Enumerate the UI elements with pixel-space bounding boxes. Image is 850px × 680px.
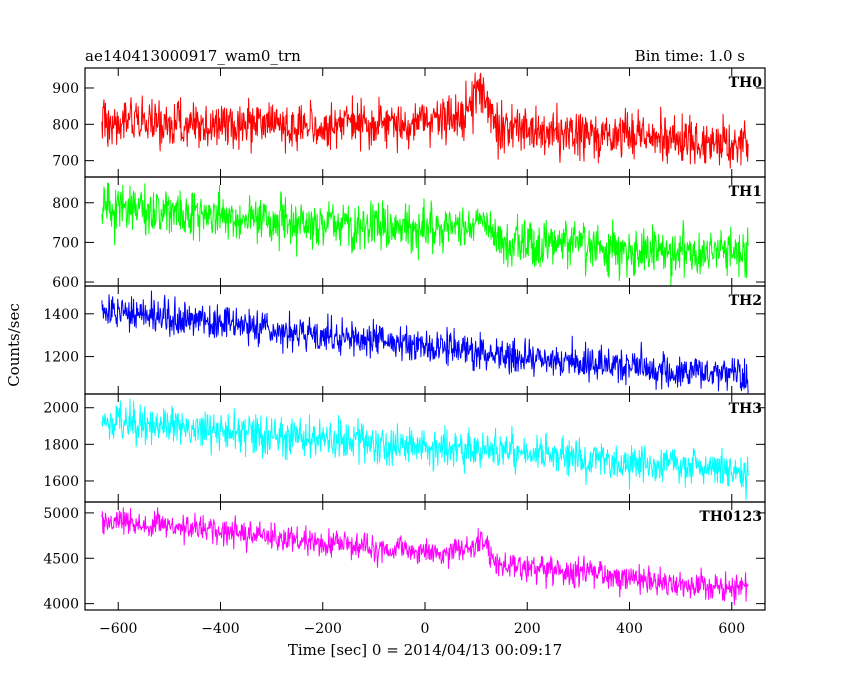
x-tick-label: 200	[514, 621, 541, 637]
y-tick-label: 600	[52, 275, 79, 291]
x-axis-label: Time [sec] 0 = 2014/04/13 00:09:17	[288, 641, 562, 659]
bin-time-label: Bin time: 1.0 s	[635, 47, 745, 65]
panel-th3: 1600 1800 2000 TH3	[43, 393, 766, 503]
y-tick-label: 900	[52, 81, 79, 97]
x-tick-label: 600	[718, 621, 745, 637]
x-tick-label: 400	[616, 621, 643, 637]
y-tick-label: 700	[52, 154, 79, 170]
panel-label: TH1	[729, 184, 762, 200]
chart-title: ae140413000917_wam0_trn	[85, 47, 301, 65]
x-tick-label: −400	[201, 621, 239, 637]
series-line-th0123	[101, 507, 749, 606]
y-tick-label: 800	[52, 117, 79, 133]
series-line-th3	[101, 398, 749, 501]
y-axis-label: Counts/sec	[5, 303, 23, 387]
y-tick-label: 2000	[43, 401, 79, 417]
panel-label: TH3	[729, 401, 762, 417]
panel-th1: 600 700 800 TH1	[52, 176, 766, 291]
series-line-th1	[101, 182, 749, 287]
series-line-th0	[101, 72, 749, 169]
y-tick-label: 700	[52, 235, 79, 251]
panel-label: TH2	[729, 293, 762, 309]
y-tick-label: 1800	[43, 437, 79, 453]
x-tick-label: −600	[99, 621, 137, 637]
x-tick-label: −200	[304, 621, 342, 637]
y-tick-label: 1600	[43, 474, 79, 490]
y-tick-label: 5000	[43, 506, 79, 522]
y-tick-label: 4000	[43, 597, 79, 613]
panel-label: TH0123	[699, 509, 762, 525]
y-tick-label: 4500	[43, 551, 79, 567]
x-axis: −600 −400 −200 0 200 400 600	[99, 621, 745, 637]
panel-th0: 700 800 900 TH0	[52, 67, 766, 178]
panel-th0123: 4000 4500 5000 TH0123	[43, 501, 766, 613]
y-tick-label: 1400	[43, 307, 79, 323]
panel-frame	[84, 285, 766, 395]
panel-label: TH0	[729, 75, 763, 91]
x-tick-label: 0	[421, 621, 430, 637]
series-line-th2	[101, 290, 749, 394]
panel-th2: 1200 1400 TH2	[43, 285, 766, 395]
y-tick-label: 800	[52, 196, 79, 212]
y-tick-label: 1200	[43, 350, 79, 366]
